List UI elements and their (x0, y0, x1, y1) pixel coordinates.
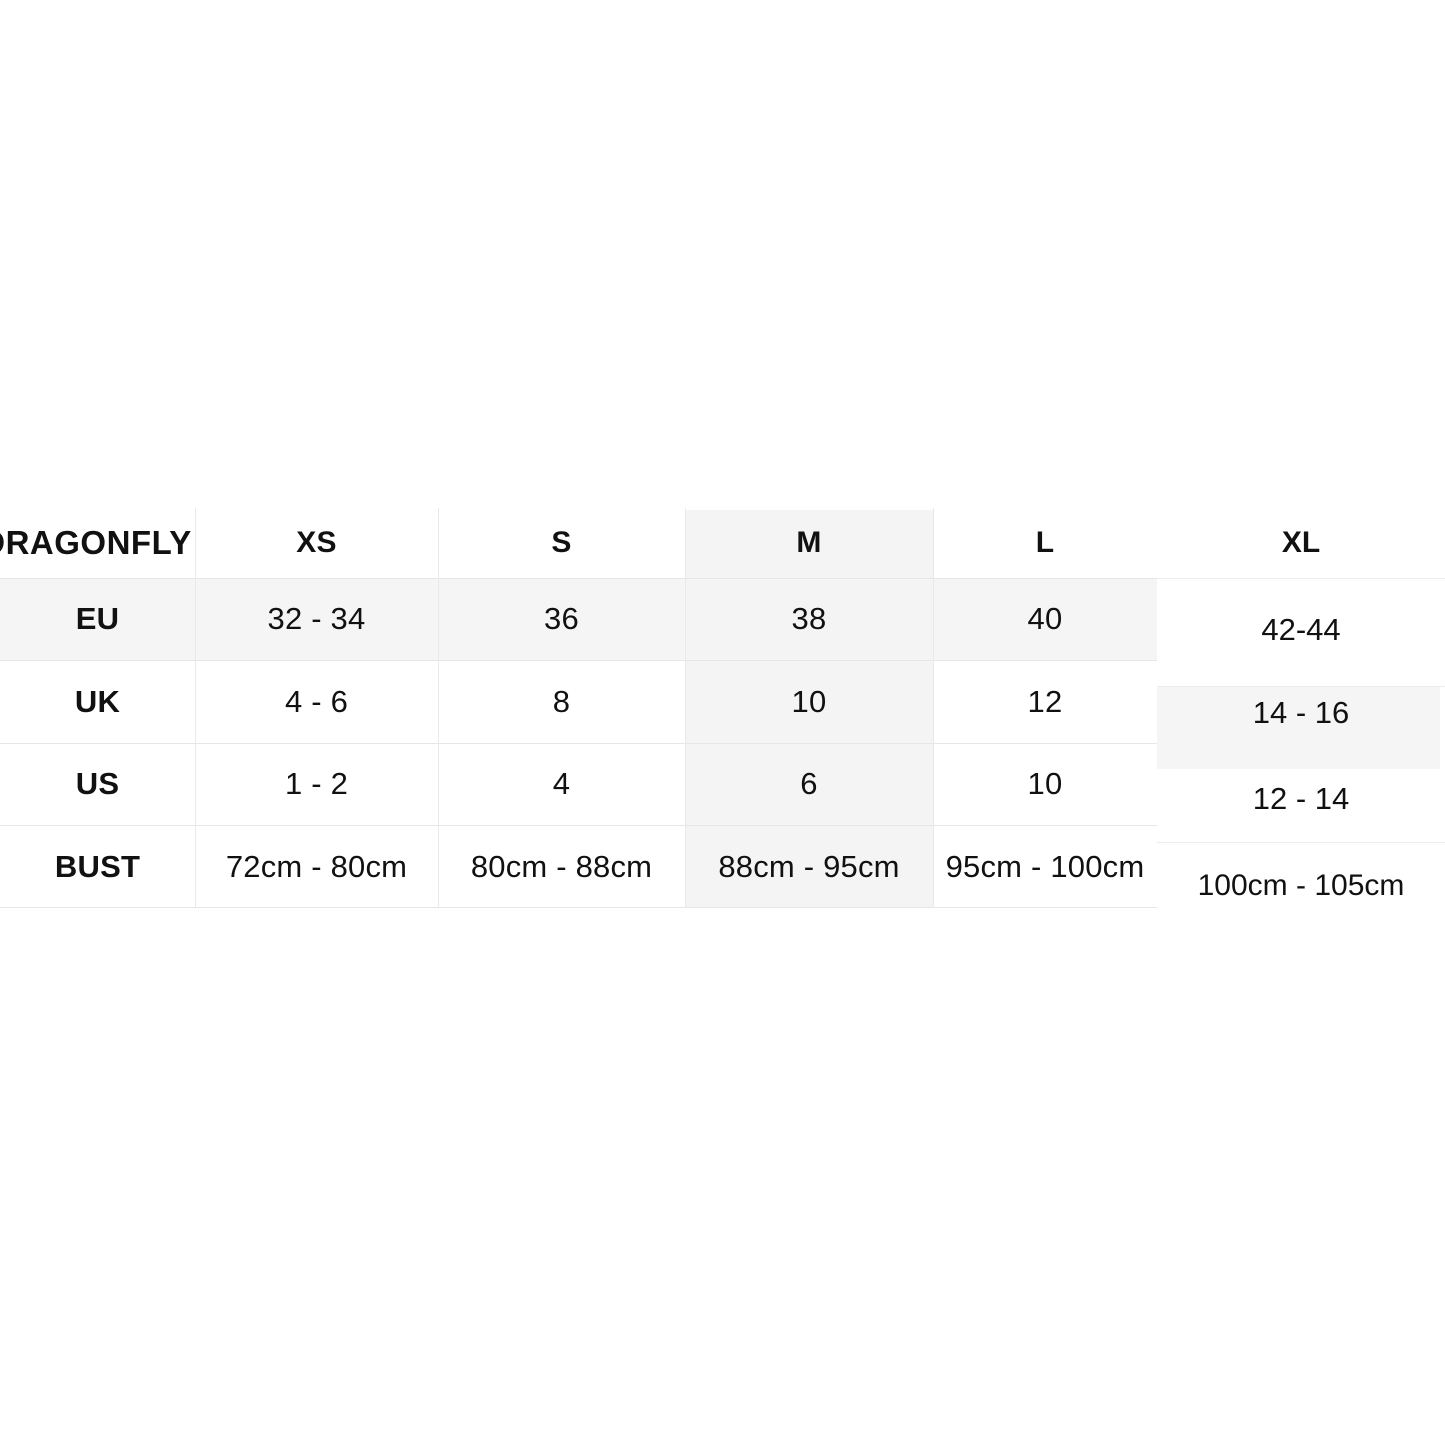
overlay-rule-us-bottom (1157, 842, 1445, 843)
column-header-xs[interactable]: XS (296, 526, 337, 559)
cell-us-s: 4 (552, 766, 571, 802)
row-stripe-eu (0, 578, 1157, 661)
column-header-l[interactable]: L (1035, 526, 1055, 559)
overlay-cell-eu-xl: 42-44 (1261, 612, 1341, 648)
cell-bust-xs: 72cm - 80cm (225, 848, 408, 884)
row-label-us: US (75, 766, 120, 802)
overlay-rule-header-bottom (1157, 578, 1445, 579)
divider-m-l (933, 508, 934, 908)
rule-eu-bottom (0, 660, 1157, 661)
cell-uk-xs: 4 - 6 (284, 683, 349, 719)
size-chart-table: DRAGONFLY XS S M L EU 32 - 34 36 38 40 U… (0, 508, 1157, 908)
brand-label: DRAGONFLY (0, 524, 192, 561)
cell-bust-l: 95cm - 100cm (945, 848, 1145, 884)
rule-uk-bottom (0, 743, 1157, 744)
cell-us-l: 10 (1027, 766, 1063, 802)
divider-s-m (685, 508, 686, 908)
cell-eu-m: 38 (791, 601, 827, 637)
cell-uk-s: 8 (552, 683, 571, 719)
overlay-cell-uk-xl: 14 - 16 (1252, 694, 1350, 730)
cell-uk-m: 10 (791, 683, 827, 719)
overlay-cell-us-xl: 12 - 14 (1252, 781, 1350, 817)
divider-xs-s (438, 508, 439, 908)
rule-header-bottom (0, 578, 1157, 579)
cell-eu-s: 36 (544, 601, 579, 637)
overlay-cell-bust-xl: 100cm - 105cm (1197, 868, 1405, 902)
cell-uk-l: 12 (1027, 683, 1063, 719)
row-label-uk: UK (74, 683, 121, 719)
cell-bust-s: 80cm - 88cm (470, 848, 653, 884)
cell-bust-m: 88cm - 95cm (718, 848, 900, 884)
cell-eu-l: 40 (1027, 601, 1063, 637)
rule-table-bottom (0, 907, 1157, 908)
divider-label-xs (195, 508, 196, 908)
overlay-rule-eu-bottom (1157, 686, 1445, 687)
row-label-eu: EU (75, 601, 120, 637)
column-header-s[interactable]: S (551, 526, 572, 559)
overlay-column-header-xl[interactable]: XL (1281, 526, 1321, 559)
overlay-row-stripe-uk (1157, 686, 1440, 769)
rule-us-bottom (0, 825, 1157, 826)
cell-eu-xs: 32 - 34 (267, 601, 366, 637)
xl-column-overlay: XL 42-44 14 - 16 12 - 14 100cm - 105cm (1157, 508, 1445, 928)
row-label-bust: BUST (54, 848, 141, 884)
cell-us-xs: 1 - 2 (284, 766, 349, 802)
column-header-m[interactable]: M (796, 526, 822, 559)
column-highlight-m (685, 510, 933, 908)
cell-us-m: 6 (800, 766, 818, 802)
